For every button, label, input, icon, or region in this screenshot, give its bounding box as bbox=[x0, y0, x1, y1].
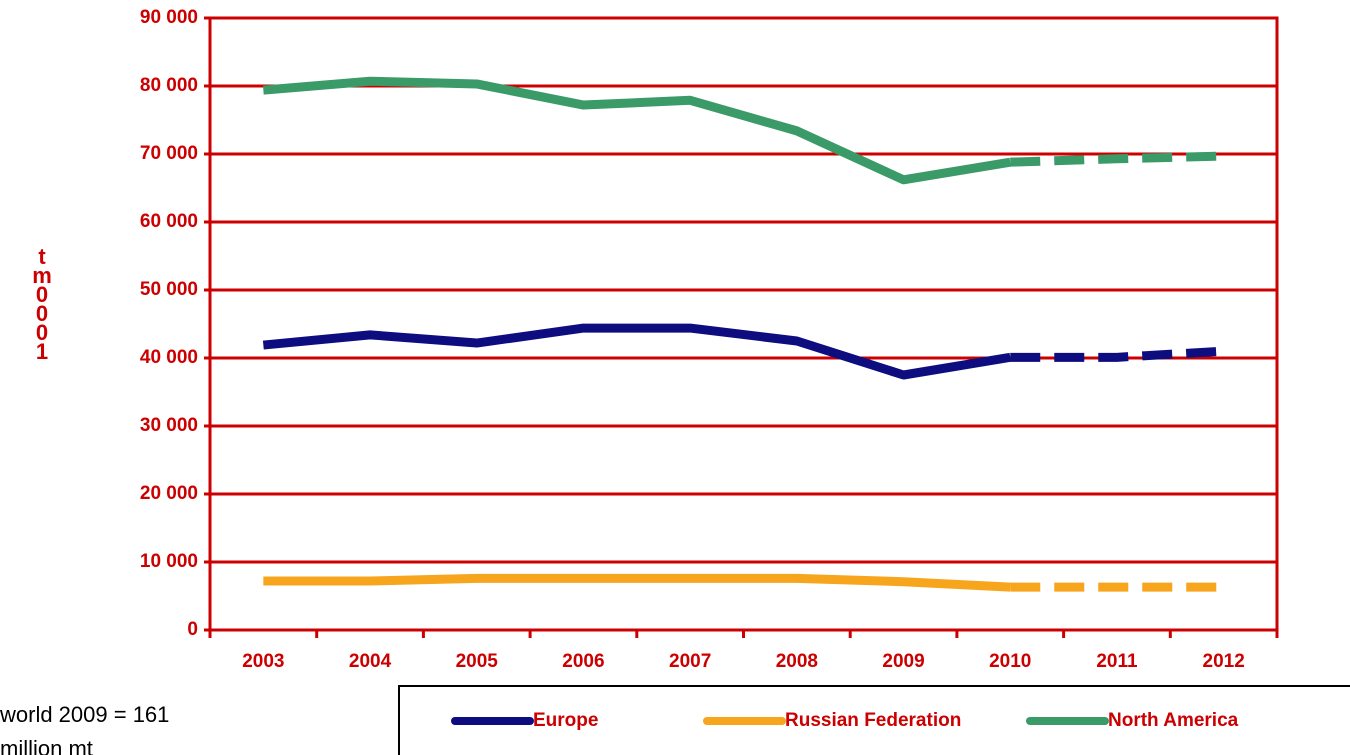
y-tick-label: 40 000 bbox=[140, 347, 198, 368]
line bbox=[263, 573, 1011, 592]
x-tick-label: 2011 bbox=[1096, 651, 1138, 672]
line-dashed bbox=[1010, 151, 1224, 167]
legend-label: North America bbox=[1108, 710, 1239, 731]
x-tick-label: 2012 bbox=[1203, 651, 1245, 672]
y-tick-label: 50 000 bbox=[140, 279, 198, 300]
y-tick-label: 80 000 bbox=[140, 75, 198, 96]
x-tick-label: 2007 bbox=[669, 651, 711, 672]
x-tick-label: 2004 bbox=[349, 651, 392, 672]
x-tick-label: 2010 bbox=[989, 651, 1031, 672]
line-dashed bbox=[1010, 346, 1224, 362]
legend-label: Russian Federation bbox=[785, 710, 961, 731]
y-tick-label: 70 000 bbox=[140, 143, 198, 164]
x-tick-label: 2005 bbox=[456, 651, 499, 672]
x-tick-label: 2003 bbox=[242, 651, 284, 672]
plot-area bbox=[208, 16, 1279, 632]
x-tick-label: 2009 bbox=[882, 651, 924, 672]
x-tick-label: 2006 bbox=[562, 651, 604, 672]
line bbox=[262, 76, 1011, 185]
line bbox=[262, 323, 1011, 380]
y-tick-label: 20 000 bbox=[140, 483, 198, 504]
annotation: world 2009 = 161 bbox=[0, 702, 169, 727]
y-tick-label: 60 000 bbox=[140, 211, 198, 232]
y-tick-label: 30 000 bbox=[140, 415, 198, 436]
y-tick-label: 10 000 bbox=[140, 551, 198, 572]
y-tick-label: 0 bbox=[187, 619, 198, 640]
x-tick-label: 2008 bbox=[776, 651, 818, 672]
annotation: million mt bbox=[0, 736, 93, 755]
legend-label: Europe bbox=[533, 710, 598, 731]
legend-box bbox=[398, 685, 1350, 755]
y-tick-label: 90 000 bbox=[140, 7, 198, 28]
